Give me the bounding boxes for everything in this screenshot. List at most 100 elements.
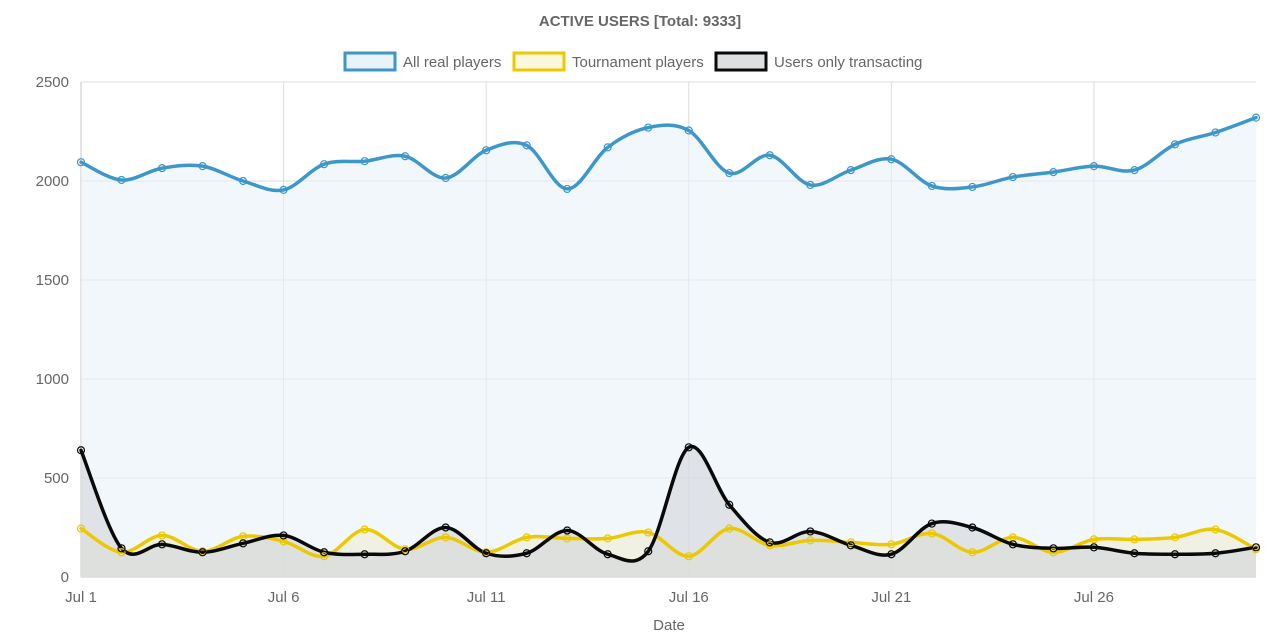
x-tick-label: Jul 6 — [268, 589, 300, 606]
point-users-only-transacting[interactable] — [644, 547, 653, 556]
point-all-real-players[interactable] — [887, 155, 896, 164]
point-users-only-transacting[interactable] — [198, 548, 207, 557]
point-users-only-transacting[interactable] — [1089, 543, 1099, 552]
point-all-real-players[interactable] — [1211, 128, 1220, 137]
point-users-only-transacting[interactable] — [482, 549, 491, 558]
point-tournament-players[interactable] — [644, 528, 653, 537]
point-users-only-transacting[interactable] — [684, 443, 693, 452]
point-tournament-players[interactable] — [1170, 533, 1180, 542]
line-all-real-players[interactable] — [79, 115, 1258, 193]
point-users-only-transacting[interactable] — [401, 547, 410, 556]
point-users-only-transacting[interactable] — [806, 527, 815, 536]
point-all-real-players[interactable] — [1008, 172, 1017, 182]
point-tournament-players[interactable] — [441, 533, 450, 542]
point-tournament-players[interactable] — [684, 552, 693, 561]
point-users-only-transacting[interactable] — [441, 523, 450, 532]
point-tournament-players[interactable] — [360, 525, 369, 534]
point-all-real-players[interactable] — [1251, 113, 1261, 122]
point-users-only-transacting[interactable] — [927, 519, 936, 528]
point-all-real-players[interactable] — [684, 126, 693, 135]
legend-item-users-only-transacting[interactable]: Users only transacting — [714, 51, 922, 72]
point-all-real-players[interactable] — [117, 175, 126, 185]
point-all-real-players[interactable] — [968, 182, 977, 192]
point-users-only-transacting[interactable] — [887, 550, 896, 559]
point-tournament-players[interactable] — [968, 548, 977, 557]
point-tournament-players[interactable] — [725, 524, 734, 533]
point-all-real-players[interactable] — [1089, 162, 1099, 171]
point-users-only-transacting[interactable] — [563, 526, 572, 535]
point-tournament-players[interactable] — [765, 541, 774, 550]
point-users-only-transacting[interactable] — [279, 531, 288, 540]
point-users-only-transacting[interactable] — [117, 544, 126, 553]
legend-label-tournament-players: Tournament players — [572, 54, 704, 71]
point-all-real-players[interactable] — [320, 160, 329, 169]
x-axis-ticks: Jul 1 Jul 6 Jul 11 Jul 16 Jul 21 Jul 26 — [65, 589, 1114, 606]
point-tournament-players[interactable] — [887, 540, 896, 549]
point-all-real-players[interactable] — [401, 152, 410, 161]
point-all-real-players[interactable] — [603, 143, 612, 152]
point-all-real-players[interactable] — [441, 173, 450, 183]
point-all-real-players[interactable] — [76, 158, 86, 167]
point-users-only-transacting[interactable] — [522, 549, 531, 558]
point-tournament-players[interactable] — [1089, 535, 1099, 544]
y-tick-label: 1000 — [36, 371, 69, 388]
point-all-real-players[interactable] — [644, 123, 653, 132]
point-users-only-transacting[interactable] — [1170, 550, 1180, 559]
point-all-real-players[interactable] — [157, 164, 167, 173]
point-tournament-players[interactable] — [320, 552, 329, 561]
point-tournament-players[interactable] — [846, 538, 855, 547]
point-users-only-transacting[interactable] — [1251, 543, 1261, 552]
point-tournament-players[interactable] — [279, 537, 288, 546]
point-tournament-players[interactable] — [1130, 535, 1139, 544]
point-users-only-transacting[interactable] — [725, 500, 734, 509]
point-all-real-players[interactable] — [279, 185, 288, 195]
point-tournament-players[interactable] — [806, 536, 815, 545]
point-all-real-players[interactable] — [522, 141, 531, 150]
point-tournament-players[interactable] — [157, 531, 167, 540]
point-users-only-transacting[interactable] — [157, 540, 167, 549]
point-all-real-players[interactable] — [725, 168, 734, 178]
point-users-only-transacting[interactable] — [320, 548, 329, 557]
point-all-real-players[interactable] — [1130, 166, 1139, 175]
x-tick-label: Jul 26 — [1074, 589, 1114, 606]
point-tournament-players[interactable] — [117, 548, 126, 557]
point-all-real-players[interactable] — [927, 181, 936, 191]
point-users-only-transacting[interactable] — [765, 538, 774, 547]
point-all-real-players[interactable] — [846, 166, 855, 175]
point-all-real-players[interactable] — [563, 184, 572, 194]
y-axis-ticks: 0 500 1000 1500 2000 2500 — [36, 74, 69, 586]
point-all-real-players[interactable] — [806, 180, 815, 190]
point-users-only-transacting[interactable] — [76, 446, 86, 455]
point-users-only-transacting[interactable] — [846, 541, 855, 550]
point-all-real-players[interactable] — [482, 146, 491, 155]
point-users-only-transacting[interactable] — [238, 539, 248, 548]
y-tick-label: 2000 — [36, 173, 69, 190]
point-all-real-players[interactable] — [238, 176, 248, 186]
point-users-only-transacting[interactable] — [360, 550, 369, 559]
legend-item-tournament-players[interactable]: Tournament players — [512, 51, 704, 72]
point-users-only-transacting[interactable] — [1049, 544, 1058, 553]
point-tournament-players[interactable] — [1049, 548, 1058, 557]
point-users-only-transacting[interactable] — [603, 550, 612, 559]
point-users-only-transacting[interactable] — [968, 523, 977, 532]
point-all-real-players[interactable] — [360, 157, 369, 166]
point-all-real-players[interactable] — [198, 162, 207, 171]
x-tick-label: Jul 16 — [669, 589, 709, 606]
legend-label-users-only-transacting: Users only transacting — [774, 54, 922, 71]
point-users-only-transacting[interactable] — [1008, 540, 1017, 549]
y-tick-label: 0 — [61, 569, 69, 586]
point-tournament-players[interactable] — [522, 533, 531, 542]
legend-item-all-real-players[interactable]: All real players — [343, 51, 501, 72]
point-tournament-players[interactable] — [563, 534, 572, 543]
point-all-real-players[interactable] — [765, 151, 774, 160]
point-tournament-players[interactable] — [927, 529, 936, 538]
point-all-real-players[interactable] — [1170, 140, 1180, 149]
point-users-only-transacting[interactable] — [1130, 549, 1139, 558]
legend-swatch-tournament-players — [512, 51, 566, 72]
point-tournament-players[interactable] — [603, 534, 612, 543]
point-users-only-transacting[interactable] — [1211, 549, 1220, 558]
point-tournament-players[interactable] — [76, 524, 86, 533]
point-tournament-players[interactable] — [1211, 525, 1220, 534]
point-all-real-players[interactable] — [1049, 167, 1058, 177]
area-users-only-transacting — [81, 446, 1256, 577]
